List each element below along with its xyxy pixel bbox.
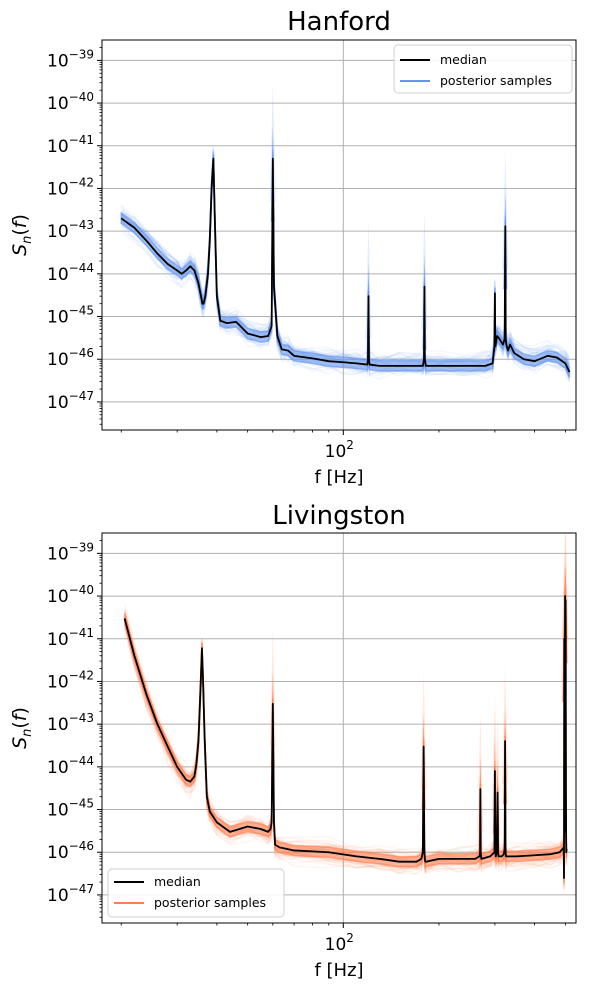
- y-tick-label: 10−42: [47, 175, 94, 199]
- posterior-sample-line: [123, 590, 568, 880]
- posterior-sample-line: [123, 609, 568, 884]
- hanford-posterior-samples: [120, 82, 571, 384]
- posterior-sample-line: [123, 605, 568, 881]
- y-tick-label: 10−47: [47, 882, 94, 906]
- y-tick-label: 10−47: [47, 389, 94, 413]
- legend-median-label: median: [440, 52, 487, 67]
- posterior-sample-line: [123, 588, 568, 865]
- posterior-sample-line: [123, 602, 568, 878]
- posterior-sample-line: [123, 603, 568, 881]
- hanford-ylabel: Sn(f): [9, 214, 35, 256]
- legend-samples-label: posterior samples: [440, 73, 552, 88]
- hanford-ticks: 10−39 10−40 10−41 10−42 10−43 10−44 10−45 10−46…: [47, 47, 566, 462]
- y-tick-label: 10−43: [47, 711, 94, 735]
- y-tick-label: 10−40: [47, 90, 94, 114]
- posterior-sample-line: [123, 597, 568, 885]
- posterior-sample-line: [123, 602, 568, 882]
- hanford-panel: Hanford 10−3910−4010−4110−4210−4310−4410…: [9, 7, 577, 488]
- svg-text:Sn(f): Sn(f): [9, 214, 35, 256]
- posterior-band: [123, 590, 568, 884]
- hanford-legend: median posterior samples: [393, 44, 573, 94]
- posterior-sample-line: [120, 148, 571, 362]
- livingston-posterior-samples: [123, 533, 569, 895]
- hanford-title: Hanford: [287, 7, 391, 37]
- y-tick-label: 10−44: [47, 261, 94, 285]
- posterior-sample-line: [123, 591, 568, 870]
- y-tick-label: 10−41: [47, 626, 94, 650]
- y-tick-label: 10−46: [47, 346, 94, 370]
- posterior-sample-line: [123, 583, 568, 871]
- posterior-sample-line: [123, 602, 568, 885]
- livingston-legend: median posterior samples: [107, 868, 285, 918]
- svg-text:Sn(f): Sn(f): [9, 707, 35, 749]
- median-line: [120, 157, 571, 373]
- posterior-band: [120, 153, 571, 378]
- livingston-title: Livingston: [272, 501, 405, 531]
- posterior-sample-line: [123, 594, 568, 879]
- y-tick-label: 10−44: [47, 754, 94, 778]
- livingston-ylabel: Sn(f): [9, 707, 35, 749]
- y-tick-label: 10−39: [47, 47, 94, 71]
- posterior-sample-line: [120, 149, 571, 365]
- livingston-median-line-group: [123, 595, 568, 879]
- legend-median-label: median: [154, 874, 201, 889]
- y-tick-label: 10−40: [47, 583, 94, 607]
- livingston-ticks: 10−39 10−40 10−41 10−42 10−43 10−44 10−45 10−46…: [47, 540, 566, 955]
- posterior-sample-line: [123, 588, 568, 881]
- median-line: [123, 595, 568, 879]
- posterior-sample-line: [123, 593, 568, 880]
- livingston-xlabel: f [Hz]: [314, 960, 363, 981]
- y-tick-label: 10−42: [47, 668, 94, 692]
- posterior-sample-line: [123, 597, 568, 881]
- posterior-sample-line: [123, 597, 568, 885]
- posterior-sample-line: [123, 587, 568, 870]
- y-tick-label: 10−43: [47, 218, 94, 242]
- hanford-xlabel: f [Hz]: [314, 467, 363, 488]
- hanford-median-line-group: [120, 157, 571, 373]
- x-tick-label: 102: [325, 931, 354, 955]
- y-tick-label: 10−45: [47, 304, 94, 328]
- livingston-panel: Livingston 10−39 10−40 10−41 10−42 10−43 10−4…: [9, 501, 577, 981]
- y-tick-label: 10−41: [47, 133, 94, 157]
- posterior-sample-line: [123, 594, 568, 880]
- posterior-sample-line: [123, 591, 568, 880]
- x-tick-label: 102: [325, 438, 354, 462]
- y-tick-label: 10−39: [47, 540, 94, 564]
- legend-samples-label: posterior samples: [154, 895, 266, 910]
- posterior-sample-line: [123, 596, 568, 882]
- posterior-sample-line: [123, 604, 568, 885]
- y-tick-label: 10−46: [47, 839, 94, 863]
- y-tick-label: 10−45: [47, 797, 94, 821]
- posterior-sample-line: [120, 148, 571, 363]
- posterior-sample-line: [123, 596, 568, 879]
